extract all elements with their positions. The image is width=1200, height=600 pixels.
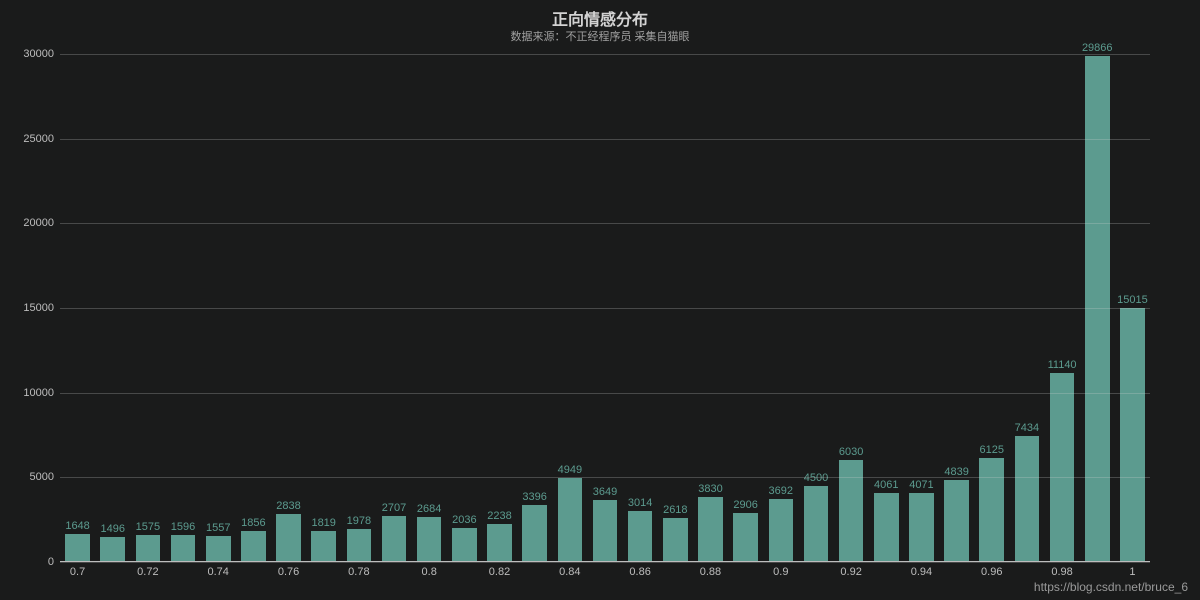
ytick-label: 10000 bbox=[23, 387, 60, 399]
xtick-label: 0.92 bbox=[840, 566, 861, 578]
bar-value-label: 2684 bbox=[417, 503, 441, 515]
grid-line bbox=[60, 562, 1150, 563]
bar-value-label: 2906 bbox=[733, 499, 757, 511]
bar[interactable]: 2036 bbox=[452, 528, 477, 562]
bar[interactable]: 30140.86 bbox=[628, 511, 653, 562]
bar-value-label: 3830 bbox=[698, 483, 722, 495]
bar-value-label: 3649 bbox=[593, 486, 617, 498]
chart-title: 正向情感分布 bbox=[0, 6, 1200, 30]
xtick-label: 0.7 bbox=[70, 566, 85, 578]
xtick-label: 0.88 bbox=[700, 566, 721, 578]
bar-value-label: 2838 bbox=[276, 500, 300, 512]
bar[interactable]: 1596 bbox=[171, 535, 196, 562]
bar-value-label: 4071 bbox=[909, 479, 933, 491]
grid-line bbox=[60, 223, 1150, 224]
grid-line bbox=[60, 139, 1150, 140]
xtick-label: 0.78 bbox=[348, 566, 369, 578]
xtick-label: 0.9 bbox=[773, 566, 788, 578]
xtick-label: 1 bbox=[1129, 566, 1135, 578]
bar[interactable]: 29866 bbox=[1085, 56, 1110, 562]
bar[interactable]: 4061 bbox=[874, 493, 899, 562]
xtick-label: 0.98 bbox=[1051, 566, 1072, 578]
bar[interactable]: 2707 bbox=[382, 516, 407, 562]
bar-value-label: 4949 bbox=[558, 464, 582, 476]
bar-value-label: 1575 bbox=[136, 521, 160, 533]
xtick-label: 0.76 bbox=[278, 566, 299, 578]
bar[interactable]: 15750.72 bbox=[136, 535, 161, 562]
bar[interactable]: 15570.74 bbox=[206, 536, 231, 562]
bar[interactable]: 4500 bbox=[804, 486, 829, 562]
bar[interactable]: 26840.8 bbox=[417, 517, 442, 562]
xtick-label: 0.96 bbox=[981, 566, 1002, 578]
chart-subtitle: 数据来源：不正经程序员 采集自猫眼 bbox=[0, 28, 1200, 44]
grid-line bbox=[60, 54, 1150, 55]
bar-value-label: 6030 bbox=[839, 446, 863, 458]
bar[interactable]: 1856 bbox=[241, 531, 266, 562]
bar[interactable]: 1819 bbox=[311, 531, 336, 562]
bar[interactable]: 38300.88 bbox=[698, 497, 723, 562]
bar-value-label: 2036 bbox=[452, 514, 476, 526]
bar[interactable]: 40710.94 bbox=[909, 493, 934, 562]
bar[interactable]: 1496 bbox=[100, 537, 125, 562]
ytick-label: 20000 bbox=[23, 217, 60, 229]
ytick-label: 25000 bbox=[23, 133, 60, 145]
ytick-label: 30000 bbox=[23, 48, 60, 60]
xtick-label: 0.72 bbox=[137, 566, 158, 578]
xtick-label: 0.82 bbox=[489, 566, 510, 578]
bar[interactable]: 2618 bbox=[663, 518, 688, 562]
bar-value-label: 2238 bbox=[487, 510, 511, 522]
bar[interactable]: 3649 bbox=[593, 500, 618, 562]
xtick-label: 0.86 bbox=[629, 566, 650, 578]
ytick-label: 15000 bbox=[23, 302, 60, 314]
bar-value-label: 1856 bbox=[241, 517, 265, 529]
bar[interactable]: 60300.92 bbox=[839, 460, 864, 562]
grid-line bbox=[60, 308, 1150, 309]
watermark: https://blog.csdn.net/bruce_6 bbox=[1034, 580, 1188, 594]
bar[interactable]: 28380.76 bbox=[276, 514, 301, 562]
bar[interactable]: 49490.84 bbox=[558, 478, 583, 562]
bar-value-label: 2707 bbox=[382, 502, 406, 514]
bar[interactable]: 111400.98 bbox=[1050, 373, 1075, 562]
xtick-label: 0.74 bbox=[207, 566, 228, 578]
xtick-label: 0.94 bbox=[911, 566, 932, 578]
bar-value-label: 1819 bbox=[311, 517, 335, 529]
bar[interactable]: 7434 bbox=[1015, 436, 1040, 562]
bar[interactable]: 3396 bbox=[522, 505, 547, 563]
bar-value-label: 1648 bbox=[65, 520, 89, 532]
bar[interactable]: 2906 bbox=[733, 513, 758, 562]
bar-value-label: 2618 bbox=[663, 504, 687, 516]
bar[interactable]: 150151 bbox=[1120, 308, 1145, 562]
bar-value-label: 4839 bbox=[944, 466, 968, 478]
bar-value-label: 1557 bbox=[206, 522, 230, 534]
xtick-label: 0.84 bbox=[559, 566, 580, 578]
bar[interactable]: 22380.82 bbox=[487, 524, 512, 562]
bar[interactable]: 19780.78 bbox=[347, 529, 372, 562]
bar-value-label: 4061 bbox=[874, 479, 898, 491]
bar-value-label: 6125 bbox=[980, 444, 1004, 456]
bar-value-label: 11140 bbox=[1048, 359, 1077, 371]
bar-value-label: 15015 bbox=[1117, 294, 1148, 306]
bar[interactable]: 61250.96 bbox=[979, 458, 1004, 562]
bar-value-label: 3396 bbox=[522, 491, 546, 503]
bar-value-label: 7434 bbox=[1015, 422, 1039, 434]
bar-value-label: 1978 bbox=[347, 515, 371, 527]
bar-value-label: 1496 bbox=[100, 523, 124, 535]
grid-line bbox=[60, 393, 1150, 394]
xtick-label: 0.8 bbox=[422, 566, 437, 578]
bar[interactable]: 36920.9 bbox=[769, 499, 794, 562]
plot-area: 16480.7 1496 15750.72 1596 15570.74 1856 28380… bbox=[60, 54, 1150, 562]
bar-value-label: 1596 bbox=[171, 521, 195, 533]
bar[interactable]: 16480.7 bbox=[65, 534, 90, 562]
bar-value-label: 3692 bbox=[769, 485, 793, 497]
sentiment-chart: 正向情感分布 数据来源：不正经程序员 采集自猫眼 16480.714961575… bbox=[0, 0, 1200, 600]
grid-line bbox=[60, 477, 1150, 478]
bar-value-label: 3014 bbox=[628, 497, 652, 509]
ytick-label: 0 bbox=[48, 556, 60, 568]
ytick-label: 5000 bbox=[30, 471, 60, 483]
bar[interactable]: 4839 bbox=[944, 480, 969, 562]
bar-value-label: 29866 bbox=[1082, 42, 1113, 54]
